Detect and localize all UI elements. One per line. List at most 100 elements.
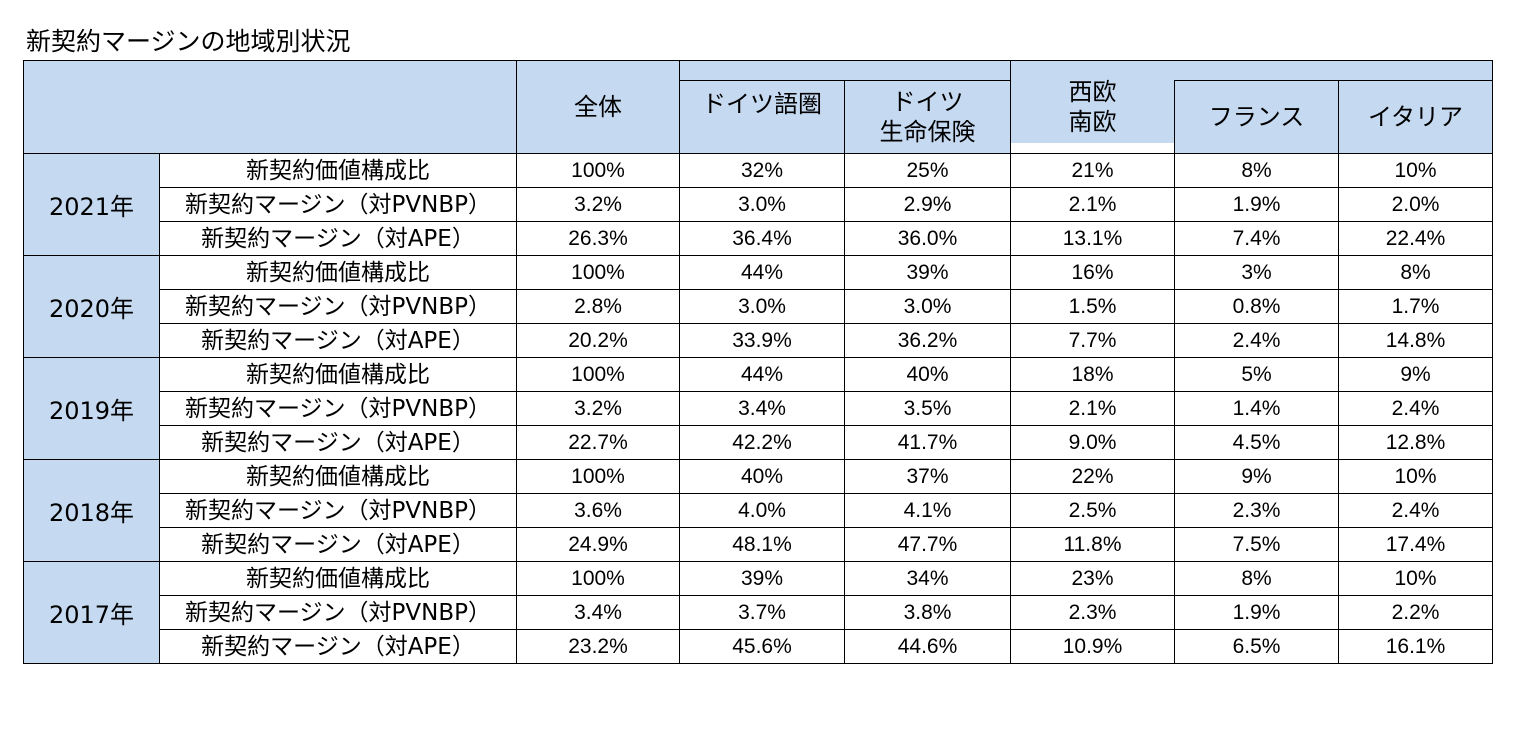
- header-germany-life-line1: ドイツ: [891, 88, 964, 116]
- table-row: 2019年 新契約価値構成比 100% 44% 40% 18% 5% 9%: [23, 357, 1493, 460]
- value-cell: 10.9%: [1010, 629, 1175, 664]
- value-cell: 20.2%: [516, 323, 680, 358]
- metric-label: 新契約マージン（対PVNBP）: [159, 391, 517, 426]
- value-cell: 3.0%: [679, 187, 845, 222]
- value-cell: 14.8%: [1338, 323, 1493, 358]
- value-cell: 33.9%: [679, 323, 845, 358]
- value-cell: 25%: [844, 153, 1011, 188]
- value-cell: 100%: [516, 357, 680, 392]
- value-cell: 7.7%: [1010, 323, 1175, 358]
- value-cell: 48.1%: [679, 527, 845, 562]
- margin-by-region-table: 全体 ドイツ語圏 ドイツ 生命保険 西欧 南欧 フランス イタリア 2021年新…: [23, 60, 1493, 664]
- value-cell: 1.9%: [1174, 595, 1339, 630]
- value-cell: 21%: [1010, 153, 1175, 188]
- table-row: 2017年 新契約価値構成比 100% 39% 34% 23% 8% 10%: [23, 561, 1493, 664]
- value-cell: 2.8%: [516, 289, 680, 324]
- year-cell: 2020年: [23, 255, 160, 358]
- value-cell: 2.4%: [1338, 493, 1493, 528]
- value-cell: 47.7%: [844, 527, 1011, 562]
- metric-label: 新契約価値構成比: [159, 459, 517, 494]
- table-row: 2020年 新契約価値構成比 100% 44% 39% 16% 3% 8%: [23, 255, 1493, 358]
- value-cell: 8%: [1338, 255, 1493, 290]
- year-cell: 2021年: [23, 153, 160, 256]
- value-cell: 8%: [1174, 153, 1339, 188]
- header-west-europe: 西欧: [1068, 78, 1117, 106]
- value-cell: 100%: [516, 459, 680, 494]
- value-cell: 2.4%: [1174, 323, 1339, 358]
- value-cell: 5%: [1174, 357, 1339, 392]
- table-row: 新契約マージン（対APE） 26.3% 36.4% 36.0% 13.1% 7.4% 22.…: [24, 221, 1493, 256]
- value-cell: 2.4%: [1338, 391, 1493, 426]
- value-cell: 9%: [1174, 459, 1339, 494]
- metric-label: 新契約マージン（対APE）: [159, 425, 517, 460]
- value-cell: 2.0%: [1338, 187, 1493, 222]
- metric-label: 新契約マージン（対PVNBP）: [159, 187, 517, 222]
- value-cell: 10%: [1338, 459, 1493, 494]
- value-cell: 22.7%: [516, 425, 680, 460]
- value-cell: 9.0%: [1010, 425, 1175, 460]
- table-row: 新契約マージン（対PVNBP） 3.2% 3.0% 2.9% 2.1% 1.9% 2.0%: [24, 187, 1493, 222]
- value-cell: 26.3%: [516, 221, 680, 256]
- value-cell: 42.2%: [679, 425, 845, 460]
- metric-label: 新契約価値構成比: [159, 255, 517, 290]
- value-cell: 3.4%: [679, 391, 845, 426]
- header-blank-corner: [23, 60, 517, 154]
- value-cell: 36.0%: [844, 221, 1011, 256]
- metric-label: 新契約マージン（対APE）: [159, 323, 517, 358]
- value-cell: 1.7%: [1338, 289, 1493, 324]
- header-france: フランス: [1174, 80, 1339, 154]
- metric-label: 新契約価値構成比: [159, 153, 517, 188]
- value-cell: 41.7%: [844, 425, 1011, 460]
- value-cell: 3.6%: [516, 493, 680, 528]
- metric-label: 新契約価値構成比: [159, 561, 517, 596]
- value-cell: 36.4%: [679, 221, 845, 256]
- value-cell: 2.3%: [1174, 493, 1339, 528]
- metric-label: 新契約マージン（対APE）: [159, 221, 517, 256]
- value-cell: 1.5%: [1010, 289, 1175, 324]
- value-cell: 22%: [1010, 459, 1175, 494]
- value-cell: 1.9%: [1174, 187, 1339, 222]
- value-cell: 17.4%: [1338, 527, 1493, 562]
- value-cell: 22.4%: [1338, 221, 1493, 256]
- value-cell: 16.1%: [1338, 629, 1493, 664]
- value-cell: 3.4%: [516, 595, 680, 630]
- year-cell: 2017年: [23, 561, 160, 664]
- table-row: 新契約マージン（対APE） 23.2% 45.6% 44.6% 10.9% 6.5% 16.…: [24, 629, 1493, 664]
- table-row: 新契約マージン（対PVNBP） 3.2% 3.4% 3.5% 2.1% 1.4% 2.4%: [24, 391, 1493, 426]
- value-cell: 34%: [844, 561, 1011, 596]
- value-cell: 18%: [1010, 357, 1175, 392]
- metric-label: 新契約マージン（対PVNBP）: [159, 595, 517, 630]
- value-cell: 3.5%: [844, 391, 1011, 426]
- value-cell: 3.0%: [679, 289, 845, 324]
- value-cell: 3.2%: [516, 391, 680, 426]
- value-cell: 39%: [679, 561, 845, 596]
- value-cell: 7.5%: [1174, 527, 1339, 562]
- table-title: 新契約マージンの地域別状況: [26, 27, 351, 56]
- metric-label: 新契約価値構成比: [159, 357, 517, 392]
- value-cell: 16%: [1010, 255, 1175, 290]
- value-cell: 2.3%: [1010, 595, 1175, 630]
- header-germany-life-line2: 生命保険: [879, 118, 976, 146]
- table-row: 新契約マージン（対APE） 24.9% 48.1% 47.7% 11.8% 7.5% 17.…: [24, 527, 1493, 562]
- value-cell: 7.4%: [1174, 221, 1339, 256]
- value-cell: 24.9%: [516, 527, 680, 562]
- value-cell: 9%: [1338, 357, 1493, 392]
- value-cell: 10%: [1338, 153, 1493, 188]
- value-cell: 2.5%: [1010, 493, 1175, 528]
- value-cell: 23.2%: [516, 629, 680, 664]
- value-cell: 0.8%: [1174, 289, 1339, 324]
- metric-label: 新契約マージン（対APE）: [159, 527, 517, 562]
- value-cell: 8%: [1174, 561, 1339, 596]
- value-cell: 100%: [516, 153, 680, 188]
- value-cell: 45.6%: [679, 629, 845, 664]
- value-cell: 3.2%: [516, 187, 680, 222]
- value-cell: 4.0%: [679, 493, 845, 528]
- value-cell: 2.9%: [844, 187, 1011, 222]
- header-dach-group-top: [679, 60, 1011, 81]
- value-cell: 11.8%: [1010, 527, 1175, 562]
- table-row: 新契約マージン（対PVNBP） 3.6% 4.0% 4.1% 2.5% 2.3% 2.4%: [24, 493, 1493, 528]
- value-cell: 2.1%: [1010, 391, 1175, 426]
- table-row: 新契約マージン（対PVNBP） 3.4% 3.7% 3.8% 2.3% 1.9% 2.2%: [24, 595, 1493, 630]
- value-cell: 4.5%: [1174, 425, 1339, 460]
- value-cell: 12.8%: [1338, 425, 1493, 460]
